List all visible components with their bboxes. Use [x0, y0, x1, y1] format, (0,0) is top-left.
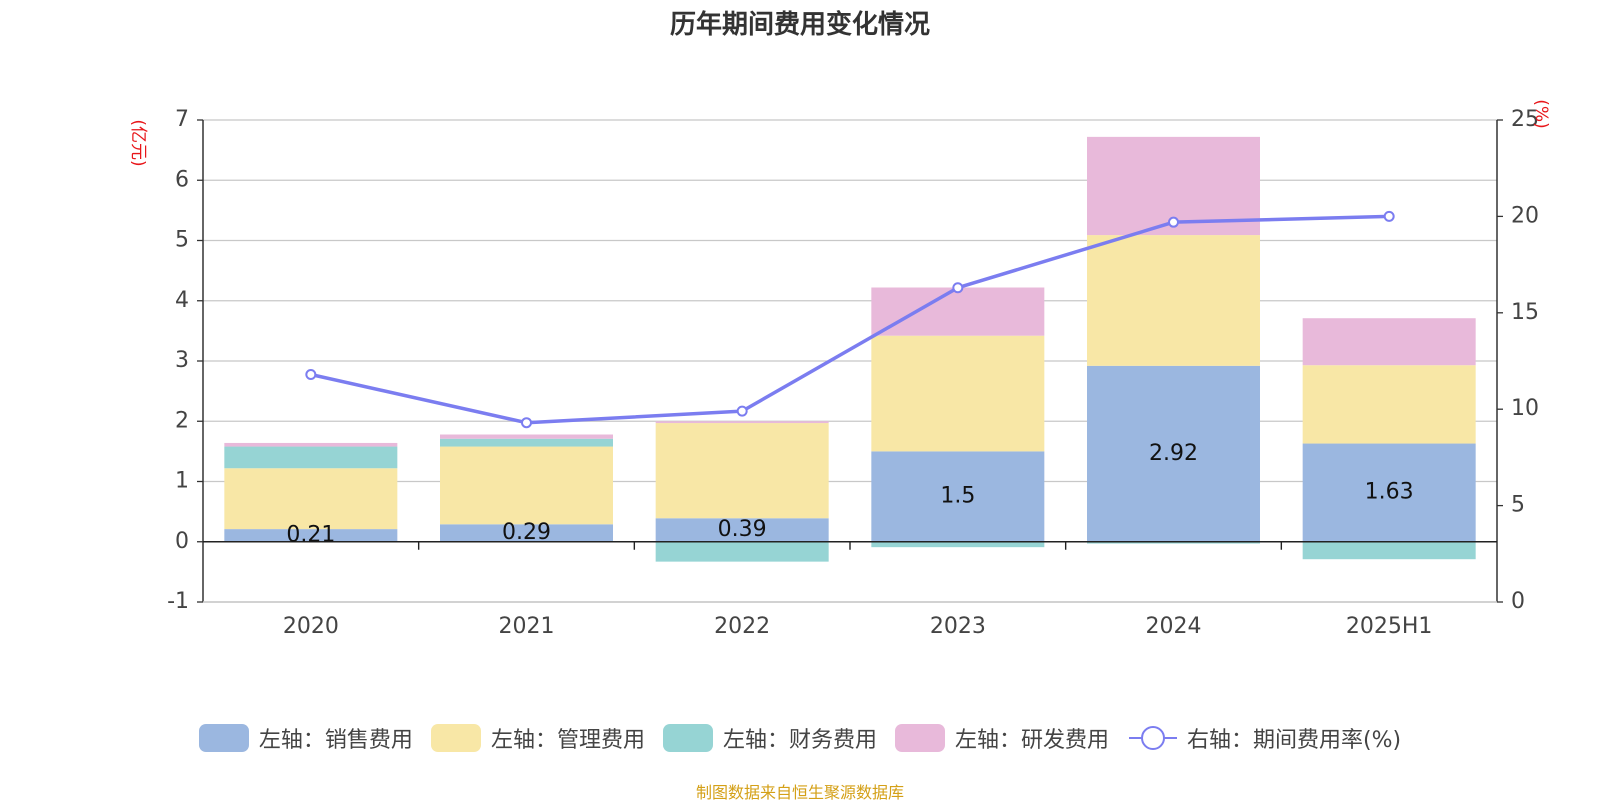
legend-item[interactable]: 左轴：研发费用	[894, 722, 1109, 754]
left-axis-tick-label: 5	[175, 228, 189, 253]
line-series-path	[310, 214, 1390, 425]
line-point	[521, 417, 532, 429]
bar-segment	[655, 541, 829, 562]
legend-swatch	[430, 724, 481, 752]
legend-item[interactable]: 右轴：期间费用率(%)	[1127, 722, 1401, 754]
bar-segment	[224, 446, 398, 469]
bar-segment	[871, 541, 1045, 548]
bar-segment	[655, 518, 829, 542]
axes: -1 0 1 2 3 4 5 6 7 0 5 10 15 20 25 2020 2021 2022 2023 2024…	[167, 107, 1539, 639]
bar-segment	[440, 446, 613, 525]
right-axis-tick-label: 25	[1511, 107, 1539, 132]
bar-segment	[1302, 318, 1476, 366]
x-axis-tick-label: 2024	[1146, 614, 1202, 639]
right-axis-tick-label: 10	[1511, 396, 1539, 421]
left-axis-tick-label: -1	[167, 589, 189, 614]
legend-marker	[1140, 726, 1165, 750]
left-axis-tick-label: 1	[175, 469, 189, 494]
legend-label: 左轴：研发费用	[954, 728, 1109, 753]
legend-label: 左轴：销售费用	[258, 728, 413, 753]
bar-segment	[1087, 235, 1260, 366]
bar-segment	[224, 529, 398, 542]
left-axis-tick-label: 4	[175, 288, 189, 313]
bar-segment	[1302, 541, 1476, 560]
x-axis-tick-label: 2025H1	[1346, 614, 1433, 639]
legend-swatch	[894, 724, 945, 752]
data-label: 1.63	[1365, 480, 1414, 505]
bar-segment	[224, 442, 398, 447]
bar-segment	[1302, 365, 1476, 444]
line-point	[736, 405, 748, 417]
right-axis-tick-label: 20	[1511, 203, 1539, 228]
bar-segment	[871, 335, 1045, 452]
right-axis-tick-label: 15	[1511, 300, 1539, 325]
left-axis-tick-label: 7	[175, 107, 189, 132]
line-series	[305, 210, 1395, 429]
legend-item[interactable]: 左轴：财务费用	[662, 722, 877, 754]
x-axis-tick-label: 2020	[283, 614, 339, 639]
data-label: 2.92	[1149, 441, 1198, 466]
bar-segment	[871, 287, 1045, 336]
legend-label: 右轴：期间费用率(%)	[1186, 728, 1402, 753]
legend-line-symbol	[1128, 726, 1177, 750]
bar-segment	[440, 438, 613, 447]
x-axis-tick-label: 2021	[499, 614, 555, 639]
legend-item[interactable]: 左轴：销售费用	[198, 722, 413, 754]
legend-label: 左轴：管理费用	[490, 728, 645, 753]
x-axis-tick-label: 2022	[714, 614, 770, 639]
data-label: 0.29	[502, 520, 551, 545]
data-label: 0.21	[286, 522, 335, 547]
line-point	[1383, 210, 1395, 222]
bar-segment	[1302, 443, 1476, 542]
bar-segment	[1087, 365, 1260, 542]
x-axis-tick-label: 2023	[930, 614, 986, 639]
bar-segment	[871, 451, 1045, 542]
line-point	[1168, 216, 1179, 228]
legend-item[interactable]: 左轴：管理费用	[430, 722, 645, 754]
data-labels: 0.21 0.29 0.39 1.5 2.92 1.63	[286, 441, 1413, 548]
right-axis-tick-label: 5	[1511, 493, 1525, 518]
legend-swatch	[198, 724, 249, 752]
left-axis-tick-label: 0	[175, 529, 189, 554]
left-axis-unit-label: (亿元)	[128, 119, 148, 166]
legend-label: 左轴：财务费用	[722, 728, 877, 753]
bar-segment	[655, 421, 829, 424]
right-axis-tick-label: 0	[1511, 589, 1525, 614]
left-axis-tick-label: 3	[175, 348, 189, 373]
bar-segment	[440, 524, 613, 542]
source-footer: 制图数据来自恒生聚源数据库	[695, 783, 904, 802]
bar-segment	[224, 468, 398, 530]
data-label: 1.5	[940, 484, 975, 509]
bar-segment	[440, 434, 613, 439]
left-axis-tick-label: 2	[175, 408, 189, 433]
bar-series	[224, 136, 1476, 562]
data-label: 0.39	[718, 517, 767, 542]
chart-title: 历年期间费用变化情况	[669, 10, 930, 40]
left-axis-tick-label: 6	[175, 167, 189, 192]
bar-segment	[655, 423, 829, 519]
line-point	[952, 282, 964, 294]
line-point	[305, 368, 317, 380]
bar-segment	[1087, 541, 1260, 544]
chart-legend: 左轴：销售费用 左轴：管理费用 左轴：财务费用 左轴：研发费用 右轴：期间费用率(%)	[0, 722, 1600, 754]
right-axis-unit-label: (%)	[1531, 99, 1551, 128]
legend-swatch	[662, 724, 713, 752]
